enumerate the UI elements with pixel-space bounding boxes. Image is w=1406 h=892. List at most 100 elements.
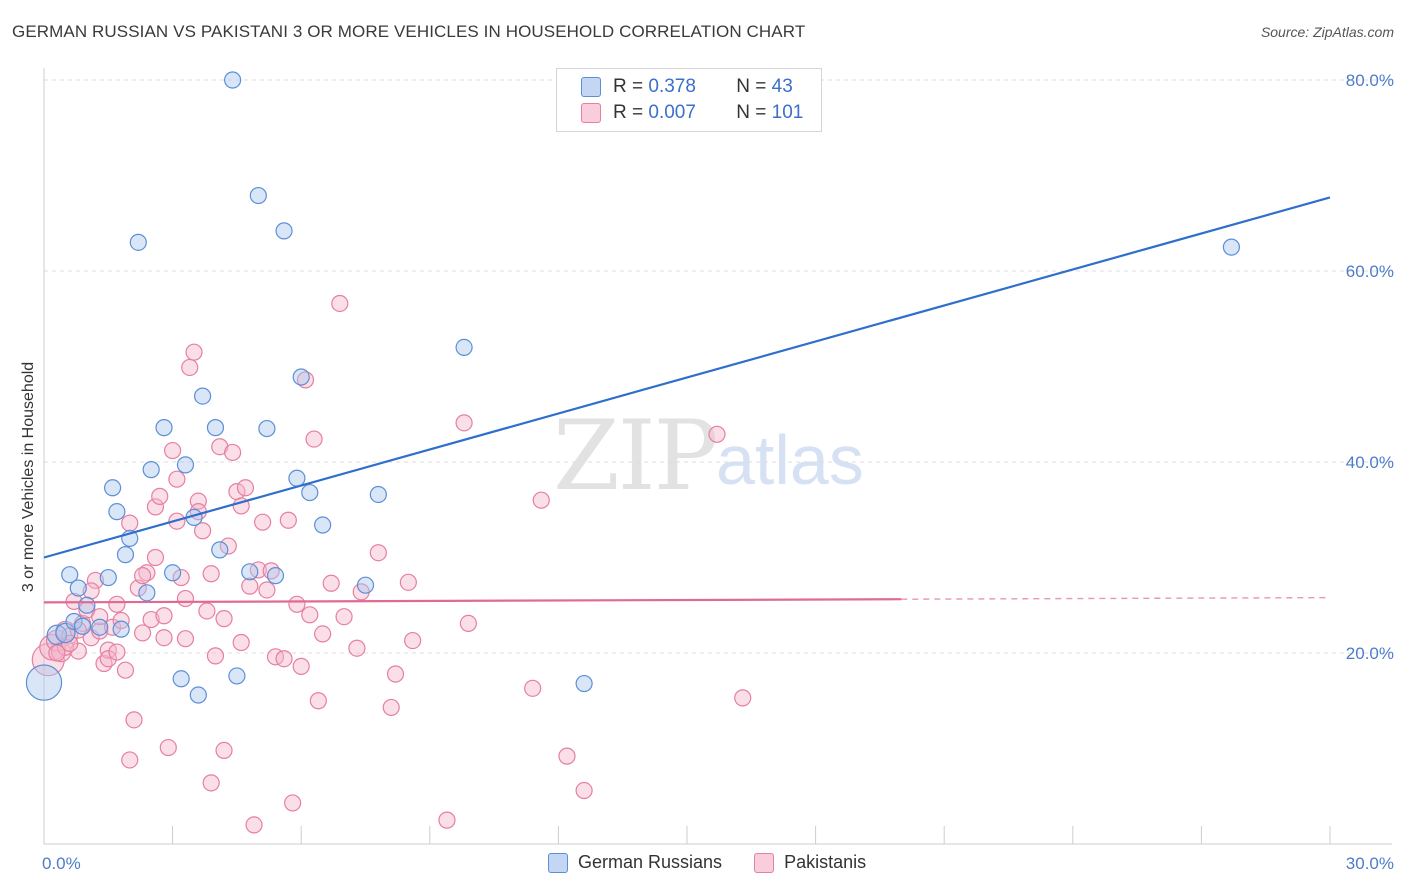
- pakistani-point: [86, 571, 105, 590]
- legend-n-value: 43: [771, 76, 793, 97]
- y-tick-label: 20.0%: [1346, 644, 1394, 663]
- german-russian-point: [292, 368, 310, 386]
- german-russian-point: [69, 579, 87, 597]
- pakistani-point: [215, 610, 233, 628]
- german-russian-point: [91, 618, 109, 636]
- pakistani-point: [232, 633, 250, 652]
- pakistani-point: [142, 610, 160, 629]
- legend-r-value: 0.007: [648, 102, 696, 123]
- pakistani-point: [258, 581, 276, 599]
- pakistani-point: [309, 692, 327, 710]
- german-russian-point: [369, 485, 387, 504]
- pakistani-point: [284, 794, 302, 812]
- german-russian-point: [99, 568, 117, 587]
- pakistani-point: [382, 698, 400, 717]
- series-legend: German Russians Pakistanis: [548, 852, 898, 873]
- trend-line-pakistanis-extension: [901, 596, 1331, 600]
- pakistani-point: [279, 511, 297, 529]
- pakistani-point: [155, 607, 173, 625]
- german-russian-point: [189, 686, 207, 704]
- source-credit: Source: ZipAtlas.com: [1260, 24, 1394, 40]
- series-german-russians-points: [25, 71, 1241, 704]
- watermark-zip: ZIP: [553, 400, 718, 512]
- pakistani-point: [301, 606, 319, 624]
- pakistani-point: [133, 567, 152, 585]
- legend-item-german-russians[interactable]: German Russians: [548, 852, 722, 873]
- pakistani-point: [91, 622, 109, 640]
- german-russian-point: [116, 546, 135, 564]
- x-tick-label: 0.0%: [42, 854, 81, 873]
- german-russian-point: [108, 503, 126, 521]
- german-russian-point: [241, 563, 259, 581]
- pakistani-point: [404, 631, 422, 650]
- pakistani-point: [121, 514, 139, 532]
- legend-row-pakistanis: R = 0.007 N = 101: [581, 101, 803, 125]
- legend-swatch-pink: [581, 103, 601, 123]
- pakistani-point: [254, 513, 272, 531]
- pakistani-point: [99, 650, 117, 668]
- pakistani-point: [172, 568, 190, 587]
- german-russian-point: [129, 233, 147, 251]
- trend-line-german-russians: [43, 196, 1331, 559]
- pakistani-point: [224, 443, 242, 462]
- german-russian-point: [224, 71, 242, 89]
- y-tick-label: 40.0%: [1346, 453, 1394, 472]
- series-pakistanis-points: [31, 294, 752, 834]
- pakistani-point: [348, 639, 366, 657]
- german-russian-point: [194, 387, 212, 405]
- german-russian-point: [61, 566, 79, 584]
- german-russian-point: [275, 222, 293, 240]
- pakistani-point: [455, 414, 473, 432]
- y-axis-title: 3 or more Vehicles in Household: [20, 362, 37, 592]
- pakistani-point: [331, 294, 349, 313]
- german-russian-point: [73, 617, 92, 635]
- legend-swatch-blue: [548, 852, 568, 873]
- pakistani-point: [146, 548, 165, 567]
- legend-label-pakistanis: Pakistanis: [784, 852, 867, 872]
- pakistani-point: [164, 441, 182, 460]
- german-russian-point: [112, 620, 130, 638]
- pakistani-point: [558, 747, 576, 765]
- german-russian-point: [455, 338, 473, 356]
- pakistani-point: [575, 781, 593, 800]
- pakistani-point: [121, 751, 139, 769]
- pakistani-point: [386, 665, 405, 683]
- german-russian-point: [288, 469, 306, 487]
- pakistani-point: [215, 741, 233, 760]
- german-russian-point: [301, 483, 319, 502]
- pakistani-point: [734, 689, 752, 707]
- pakistani-point: [202, 565, 220, 583]
- legend-swatch-pink: [754, 852, 775, 873]
- legend-n-value: 101: [771, 102, 804, 123]
- trend-lines: [43, 196, 1331, 604]
- pakistani-point: [181, 358, 199, 377]
- trend-line-pakistanis: [43, 598, 902, 604]
- pakistani-point: [292, 657, 310, 675]
- legend-r-label: R =: [613, 76, 644, 97]
- german-russian-point: [46, 624, 68, 646]
- pakistani-point: [241, 577, 259, 595]
- german-russian-point: [164, 564, 182, 582]
- watermark-atlas: atlas: [716, 421, 864, 499]
- german-russian-point: [314, 516, 332, 534]
- pakistani-point: [245, 816, 263, 834]
- pakistani-point: [305, 430, 323, 448]
- pakistani-point: [202, 774, 220, 792]
- german-russian-point: [155, 419, 173, 437]
- pakistani-point: [314, 625, 332, 643]
- pakistani-point: [155, 629, 173, 647]
- german-russian-point: [206, 419, 225, 437]
- german-russian-point: [78, 596, 96, 614]
- pakistani-point: [708, 425, 726, 443]
- legend-n-label: N =: [736, 76, 767, 97]
- pakistani-point: [108, 595, 126, 613]
- legend-row-german-russians: R = 0.378 N = 43: [581, 75, 793, 99]
- y-tick-label: 60.0%: [1346, 262, 1394, 281]
- correlation-legend: R = 0.378 N = 43 R = 0.007 N = 101: [556, 68, 822, 132]
- pakistani-point: [151, 487, 169, 505]
- y-tick-label: 80.0%: [1346, 71, 1394, 90]
- pakistani-point: [176, 589, 195, 608]
- axes: [43, 68, 1392, 845]
- legend-item-pakistanis[interactable]: Pakistanis: [754, 852, 866, 873]
- pakistani-point: [194, 522, 212, 540]
